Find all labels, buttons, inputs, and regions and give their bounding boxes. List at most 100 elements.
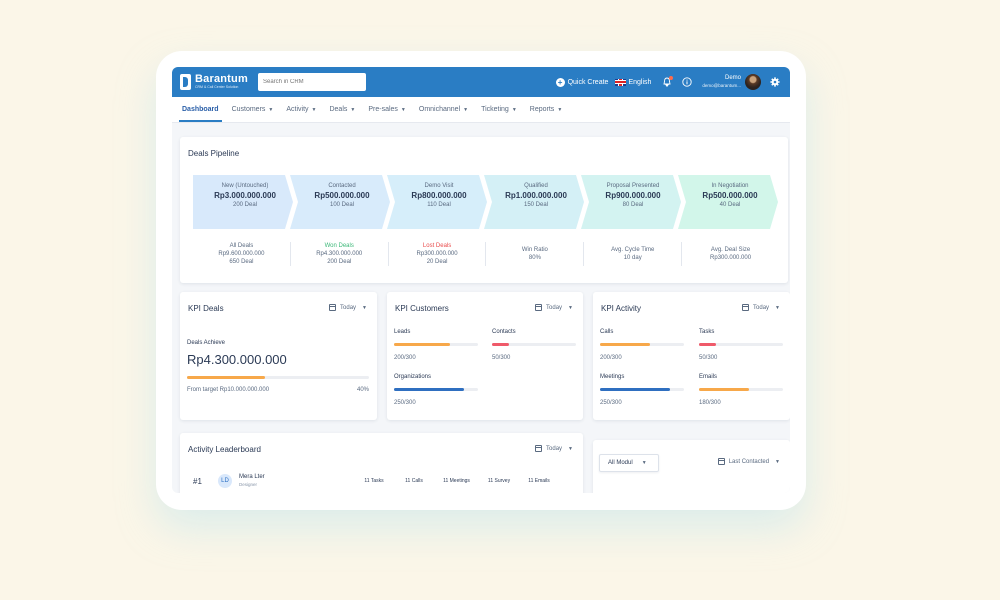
metric-leads-value: 200/300: [394, 355, 416, 361]
top-bar: Barantum CRM & Call Center Solution + Qu…: [172, 67, 790, 97]
target-percent: 40%: [356, 387, 369, 393]
metric-bar: [492, 343, 576, 346]
stat-avg-deal-size: Avg. Deal Size Rp300.000.000: [710, 247, 752, 261]
metric-bar: [699, 343, 783, 346]
chevron-down-icon: ▼: [463, 106, 469, 113]
metric-tasks-label: Tasks: [699, 329, 715, 335]
deals-pipeline-card: Deals Pipeline New (Untouched) Rp3.000.0…: [180, 137, 788, 283]
pipeline-stage[interactable]: Contacted Rp500.000.000 100 Deal: [290, 175, 390, 229]
logo-icon: [180, 74, 191, 90]
chevron-down-icon: ▼: [268, 106, 274, 113]
nav-omnichannel[interactable]: Omnichannel ▼: [418, 106, 469, 113]
chevron-down-icon: ▼: [568, 445, 573, 452]
metric-calls-label: Calls: [600, 329, 614, 335]
kpi-customers-card: KPI Customers Today ▼ Leads 200/300 Cont…: [387, 292, 583, 420]
main-nav: Dashboard Customers ▼ Activity ▼ Deals ▼ Pr…: [172, 97, 790, 123]
last-contacted-filter[interactable]: Last Contacted ▼: [717, 458, 780, 465]
leader-calls: 11 Calls: [405, 478, 423, 484]
chevron-down-icon: ▼: [775, 458, 780, 465]
brand-tagline: CRM & Call Center Solution: [195, 85, 239, 89]
period-filter[interactable]: Today ▼: [535, 445, 573, 452]
activity-leaderboard-card: Activity Leaderboard Today ▼ #1 LD Mera …: [180, 433, 583, 493]
metric-contacts-label: Contacts: [492, 329, 516, 335]
nav-deals[interactable]: Deals ▼: [329, 106, 356, 113]
pipeline-stage[interactable]: New (Untouched) Rp3.000.000.000 200 Deal: [193, 175, 293, 229]
deals-achieve-value: Rp4.300.000.000: [187, 352, 287, 367]
stat-all-deals: All Deals Rp9.600.000.000 650 Deal: [193, 242, 291, 266]
calendar-icon: [717, 458, 725, 465]
module-filter-card: All Modul ▼ Last Contacted ▼: [593, 440, 790, 493]
nav-activity[interactable]: Activity ▼: [286, 106, 317, 113]
calendar-icon: [742, 304, 750, 311]
pipeline-stages: New (Untouched) Rp3.000.000.000 200 Deal…: [193, 175, 778, 229]
kpi-deals-card: KPI Deals Today ▼ Deals Achieve Rp4.300.…: [180, 292, 377, 420]
language-selector[interactable]: English: [615, 78, 652, 86]
calendar-icon: [535, 445, 543, 452]
leaderboard-row[interactable]: #1 LD Mera Lter Designer 11 Tasks 11 Cal…: [193, 473, 578, 489]
card-title: KPI Activity: [601, 304, 642, 313]
notification-dot: [669, 76, 674, 80]
pipeline-stage[interactable]: Demo Visit Rp800.000.000 110 Deal: [387, 175, 487, 229]
chevron-down-icon: ▼: [557, 106, 563, 113]
target-label: From target Rp10.000.000.000: [187, 387, 270, 393]
period-filter[interactable]: Today ▼: [535, 304, 573, 311]
nav-dashboard[interactable]: Dashboard: [179, 97, 222, 123]
metric-bar: [600, 388, 684, 391]
brand-logo[interactable]: Barantum CRM & Call Center Solution: [180, 74, 254, 90]
metric-emails-value: 180/300: [699, 400, 721, 406]
crm-dashboard-screen: Barantum CRM & Call Center Solution + Qu…: [172, 67, 790, 493]
chevron-down-icon: ▼: [362, 304, 367, 311]
chevron-down-icon: ▼: [775, 304, 780, 311]
stat-lost-deals: Lost Deals Rp300.000.000 20 Deal: [389, 242, 487, 266]
pipeline-stage[interactable]: Qualified Rp1.000.000.000 150 Deal: [484, 175, 584, 229]
deals-achieve-label: Deals Achieve: [187, 340, 226, 346]
gear-icon[interactable]: [770, 77, 780, 87]
avatar: LD: [218, 474, 232, 488]
metric-tasks-value: 50/300: [699, 355, 718, 361]
period-filter[interactable]: Today ▼: [329, 304, 367, 311]
user-name: Demo: [724, 75, 741, 81]
metric-bar: [394, 388, 478, 391]
chevron-down-icon: ▼: [511, 106, 517, 113]
deals-progress-bar: [187, 376, 369, 379]
chevron-down-icon: ▼: [568, 304, 573, 311]
calendar-icon: [535, 304, 543, 311]
metric-bar: [394, 343, 478, 346]
leader-tasks: 11 Tasks: [364, 478, 384, 484]
search-input[interactable]: [258, 73, 366, 91]
chevron-down-icon: ▼: [641, 460, 647, 466]
leader-meetings: 11 Meetings: [443, 478, 470, 484]
period-filter[interactable]: Today ▼: [742, 304, 780, 311]
module-select[interactable]: All Modul ▼: [599, 454, 659, 472]
stat-avg-cycle-time: Avg. Cycle Time 10 day: [584, 242, 683, 266]
pipeline-stats: All Deals Rp9.600.000.000 650 Deal Won D…: [193, 242, 779, 266]
notification-bell-icon[interactable]: [662, 76, 674, 87]
leader-emails: 11 Emails: [528, 478, 550, 484]
stat-win-ratio: Win Ratio 80%: [486, 242, 585, 266]
nav-customers[interactable]: Customers ▼: [231, 106, 274, 113]
card-title: Deals Pipeline: [188, 149, 240, 158]
metric-meetings-label: Meetings: [600, 374, 625, 380]
chevron-down-icon: ▼: [400, 106, 406, 113]
leader-role: Designer: [239, 482, 258, 487]
pipeline-stage[interactable]: Proposal Presented Rp900.000.000 80 Deal: [581, 175, 681, 229]
chevron-down-icon: ▼: [350, 106, 356, 113]
metric-organizations-value: 250/300: [394, 400, 416, 406]
user-avatar[interactable]: [745, 74, 761, 90]
metric-organizations-label: Organizations: [394, 374, 432, 380]
plus-icon: +: [555, 77, 565, 87]
calendar-icon: [329, 304, 337, 311]
pipeline-stage[interactable]: In Negotiation Rp500.000.000 40 Deal: [678, 175, 778, 229]
nav-pre-sales[interactable]: Pre-sales ▼: [368, 106, 406, 113]
language-label: English: [628, 78, 652, 86]
metric-calls-value: 200/300: [600, 355, 622, 361]
info-icon[interactable]: [682, 77, 693, 87]
metric-bar: [600, 343, 684, 346]
nav-reports[interactable]: Reports ▼: [529, 106, 563, 113]
user-info[interactable]: Demo demo@barantum...: [702, 75, 741, 89]
quick-create-button[interactable]: + Quick Create: [555, 77, 608, 87]
metric-meetings-value: 250/300: [600, 400, 622, 406]
nav-ticketing[interactable]: Ticketing ▼: [481, 106, 517, 113]
stat-won-deals: Won Deals Rp4.300.000.000 200 Deal: [291, 242, 389, 266]
leader-name: Mera Lter: [239, 474, 265, 480]
